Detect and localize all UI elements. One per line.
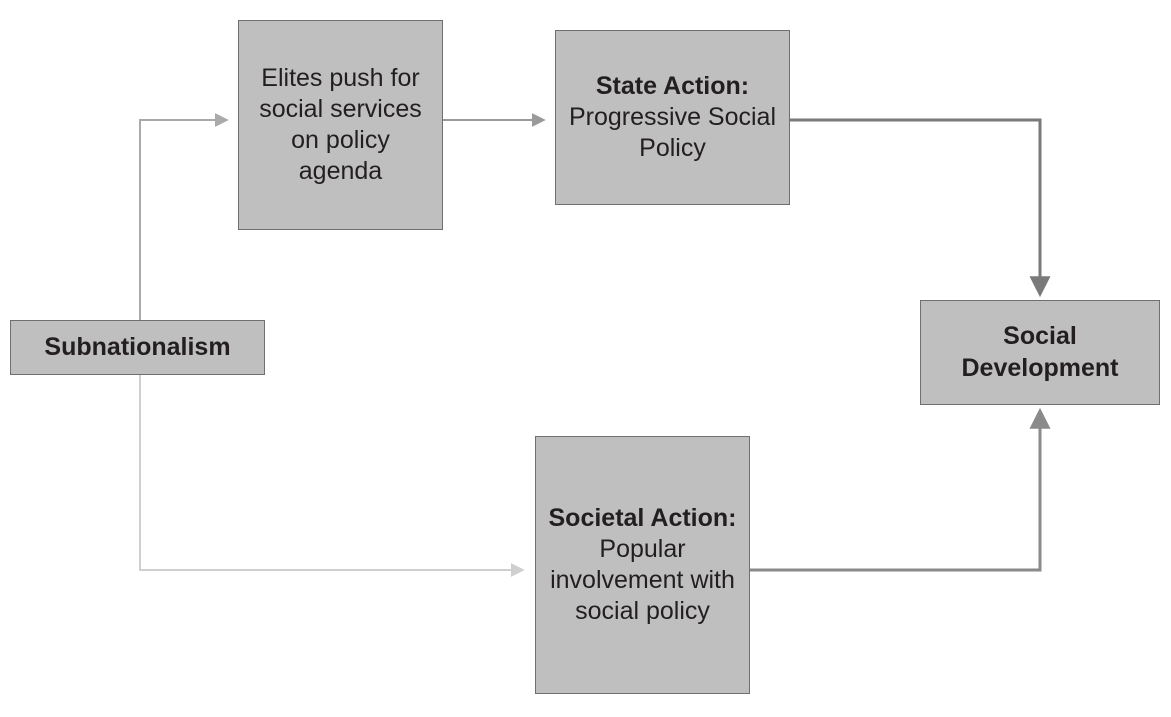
node-state-action: State Action: Progressive Social Policy [555,30,790,205]
node-state-action-title: State Action: [596,72,749,100]
node-societal-action-title: Societal Action: [549,504,737,532]
edge-sub-to-elites [140,120,226,320]
node-social-development: Social Development [920,300,1160,405]
diagram-canvas: Subnationalism Elites push for social se… [0,0,1171,717]
edge-societal-to-dev [750,412,1040,570]
node-social-development-title: Social Development [962,322,1119,381]
edge-state-to-dev [790,120,1040,293]
node-societal-action-body: Popular involvement with social policy [550,535,735,626]
node-elites: Elites push for social services on polic… [238,20,443,230]
node-subnationalism: Subnationalism [10,320,265,375]
node-state-action-body: Progressive Social Policy [569,103,776,162]
node-subnationalism-title: Subnationalism [44,333,230,361]
node-elites-body: Elites push for social services on polic… [259,64,422,186]
node-societal-action: Societal Action: Popular involvement wit… [535,436,750,694]
edge-sub-to-societal [140,375,522,570]
